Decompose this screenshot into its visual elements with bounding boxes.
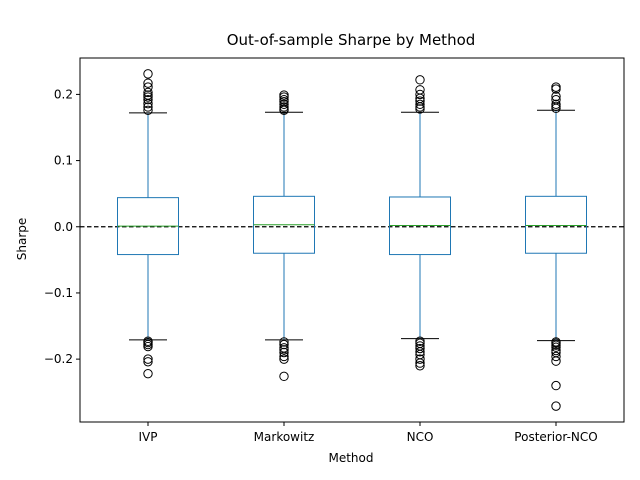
outlier-point xyxy=(279,354,289,364)
outlier-point xyxy=(551,356,561,366)
x-tick-label: Posterior-NCO xyxy=(514,430,597,444)
y-axis-label: Sharpe xyxy=(15,218,29,261)
outlier-point xyxy=(415,358,425,368)
outlier-point xyxy=(143,92,153,102)
outlier-point xyxy=(551,380,561,391)
outlier-point xyxy=(143,105,153,115)
y-tick-label: −0.1 xyxy=(44,286,73,300)
outlier-point xyxy=(143,69,153,79)
outlier-point xyxy=(279,345,289,355)
outlier-point xyxy=(143,87,153,98)
outlier-point xyxy=(143,102,153,112)
outlier-point xyxy=(415,89,425,100)
outlier-point xyxy=(415,347,425,357)
x-tick-label: IVP xyxy=(139,430,158,444)
outlier-point xyxy=(143,341,153,352)
outlier-point xyxy=(551,342,561,352)
outlier-point xyxy=(143,368,153,379)
outlier-point xyxy=(551,101,561,112)
outlier-point xyxy=(415,104,425,114)
outlier-point xyxy=(143,94,153,105)
x-tick-label: NCO xyxy=(407,430,434,444)
outlier-point xyxy=(143,357,153,367)
outlier-point xyxy=(143,354,153,364)
outlier-point xyxy=(415,361,425,371)
outlier-point xyxy=(415,75,425,85)
outlier-point xyxy=(279,347,289,358)
plot-area: 0.2 0.1 0.0 −0.1 −0.2 IVP Markowitz NCO Posterio… xyxy=(44,57,625,444)
y-tick-label: 0.0 xyxy=(54,220,73,234)
outlier-point xyxy=(551,103,561,113)
outlier-point xyxy=(551,401,561,411)
chart-title: Out-of-sample Sharpe by Method xyxy=(227,31,476,49)
outlier-point xyxy=(279,371,289,382)
outlier-point xyxy=(415,343,425,354)
y-tick-label: −0.2 xyxy=(44,352,73,366)
outlier-point xyxy=(279,99,289,110)
outlier-point xyxy=(415,354,425,364)
axes-frame xyxy=(79,57,625,423)
y-tick-label: 0.1 xyxy=(54,154,73,168)
x-tick-label: Markowitz xyxy=(254,430,315,444)
outlier-point xyxy=(279,351,289,362)
outlier-point xyxy=(415,99,425,110)
outlier-point xyxy=(279,92,289,102)
outlier-point xyxy=(551,351,561,362)
x-axis-label: Method xyxy=(328,451,373,465)
box-iqr xyxy=(525,195,587,254)
y-tick-label: 0.2 xyxy=(54,87,73,101)
outlier-point xyxy=(551,84,561,94)
outlier-point xyxy=(551,82,561,92)
outlier-point xyxy=(143,78,153,88)
outlier-point xyxy=(143,98,153,109)
outlier-point xyxy=(279,105,289,115)
